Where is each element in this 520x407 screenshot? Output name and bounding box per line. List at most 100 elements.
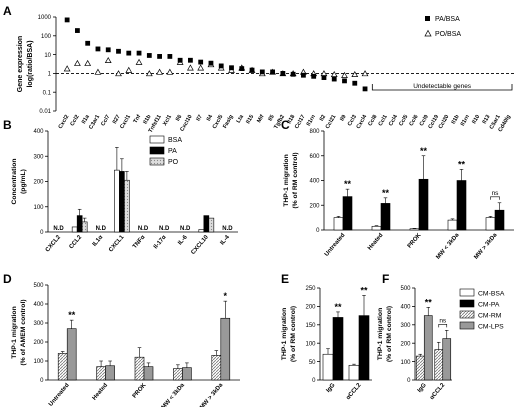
gene-label: Lta — [236, 113, 246, 124]
gene-label: Il18 — [287, 114, 297, 125]
y-tick-label: 600 — [309, 154, 320, 160]
gene-label: C3ar1 — [88, 114, 101, 130]
y-tick-label: 200 — [305, 305, 316, 311]
legend-bsa-label: BSA — [168, 137, 182, 144]
bar — [66, 328, 77, 381]
bar — [494, 209, 505, 231]
bar — [333, 217, 344, 231]
y-tick-label: 500 — [400, 286, 411, 292]
pa-marker — [342, 78, 347, 84]
y-tick-label: 0 — [312, 378, 316, 384]
gene-label: Il13 — [482, 114, 492, 125]
bar — [442, 338, 452, 381]
legend-bsa-swatch — [149, 135, 165, 144]
gene-label: Ccl21 — [325, 114, 338, 130]
panel-letter-B: B — [3, 118, 12, 132]
category-label: MW < 3kDa — [161, 382, 186, 407]
bar — [415, 355, 425, 381]
category-label: MW < 3kDa — [435, 232, 460, 261]
significance-label: ** — [458, 159, 466, 169]
bar — [134, 356, 145, 381]
y-axis-label: Gene expression — [17, 36, 24, 92]
legend-pa-marker — [425, 16, 430, 21]
pa-marker — [208, 60, 214, 66]
pa-marker — [229, 65, 234, 71]
category-label: Untreated — [48, 382, 71, 407]
category-label: CXCL10 — [190, 234, 210, 256]
category-label: IgG — [417, 382, 428, 394]
pa-marker — [126, 50, 132, 56]
significance-label: ** — [360, 285, 368, 295]
category-label: PROK — [407, 232, 423, 250]
pa-marker — [198, 59, 204, 65]
y-axis-label: Concentration — [11, 158, 18, 204]
po-marker — [74, 59, 81, 66]
legend-pa-label: PA/BSA — [435, 16, 460, 23]
gene-label: Ccl7 — [100, 114, 111, 127]
gene-label: Ccl4 — [388, 113, 400, 127]
legend-label: CM-PA — [478, 301, 500, 308]
y-tick-label: 150 — [305, 323, 316, 329]
category-label: MW > 3kDa — [473, 232, 498, 261]
gene-label: Il27 — [112, 114, 122, 125]
bar — [96, 366, 106, 381]
po-marker — [104, 56, 112, 64]
y-tick-label: 200 — [33, 340, 44, 346]
panel-letter-F: F — [382, 272, 389, 286]
category-label: TNFα — [132, 234, 147, 250]
po-marker — [351, 70, 359, 78]
y-tick-label: 0 — [40, 378, 44, 384]
pa-marker — [321, 75, 327, 80]
bar — [143, 366, 154, 381]
gene-label: Ccl2 — [70, 114, 81, 127]
y-tick-label: 0 — [316, 228, 320, 234]
panel-letter-C: C — [281, 118, 290, 132]
legend-label: CM-RM — [478, 312, 502, 319]
bar — [81, 221, 88, 233]
po-marker — [135, 58, 143, 65]
pa-marker — [95, 46, 101, 52]
gene-label: Ccl1 — [378, 114, 389, 127]
bar — [358, 315, 370, 381]
gene-label: Il1b — [143, 113, 153, 125]
bar — [198, 229, 205, 233]
gene-label: Mif — [256, 114, 265, 124]
legend-po-label: PO — [168, 159, 179, 166]
y-axis-label: THP-1 migration — [377, 308, 384, 361]
bar — [208, 217, 215, 233]
category-label: IL-6 — [177, 234, 189, 247]
y-tick-label: 1000 — [38, 15, 52, 21]
y-tick-label: 0 — [40, 230, 44, 236]
legend-swatch — [459, 299, 475, 308]
gene-label: Il10 — [471, 114, 481, 125]
pa-marker — [249, 67, 255, 73]
bar — [71, 226, 78, 233]
y-tick-label: 400 — [400, 305, 411, 311]
gene-label: Ccl20 — [438, 114, 451, 130]
gene-label: Cxcl1 — [119, 114, 132, 130]
bar — [173, 368, 183, 381]
bar — [322, 353, 334, 381]
panel-letter-A: A — [3, 4, 12, 18]
y-tick-label: 1 — [48, 72, 52, 78]
y-axis-label: (% of RM control) — [386, 306, 393, 362]
po-marker — [187, 64, 194, 71]
bar — [485, 217, 496, 231]
gene-label: Il4 — [206, 113, 215, 122]
significance-label: ns — [439, 317, 447, 324]
po-marker — [63, 65, 71, 72]
nd-label: N.D — [180, 226, 191, 232]
gene-label: Il1b — [451, 113, 461, 125]
bar — [332, 317, 344, 381]
gene-label: Ccl8 — [367, 114, 378, 127]
gene-label: Tnf — [133, 114, 143, 125]
pa-marker — [218, 63, 224, 69]
bar — [348, 364, 360, 381]
y-axis-label: (% of RM control) — [292, 152, 299, 208]
y-tick-label: 200 — [33, 180, 44, 186]
pa-marker — [259, 69, 265, 75]
gene-label: Faslg — [222, 114, 235, 130]
significance-label: ** — [420, 146, 428, 156]
y-tick-label: 500 — [33, 283, 44, 289]
nd-label: N.D — [53, 226, 64, 232]
